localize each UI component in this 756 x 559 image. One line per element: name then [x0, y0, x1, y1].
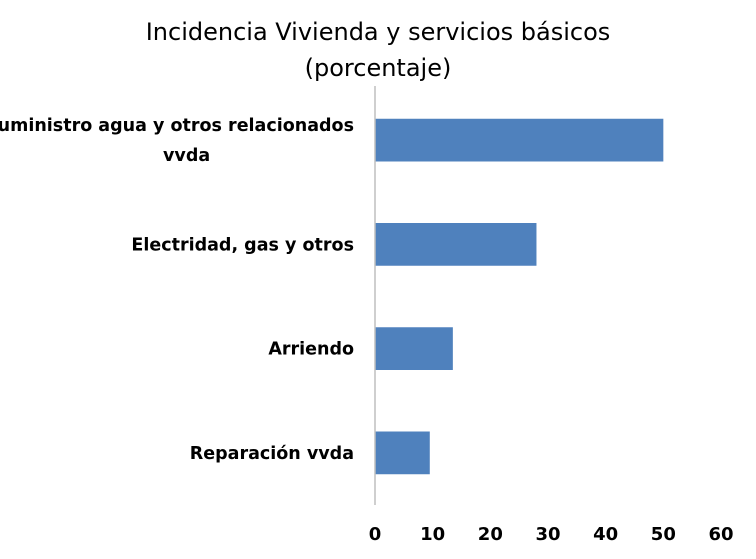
- category-label: Reparación vvda: [190, 444, 354, 464]
- bars-group: [375, 118, 664, 475]
- chart-title: Incidencia Vivienda y servicios básicos: [145, 18, 611, 46]
- bar: [375, 327, 453, 370]
- bar: [375, 431, 430, 475]
- x-tick-label: 60: [708, 524, 733, 545]
- bar: [375, 223, 537, 266]
- x-tick-label: 40: [593, 524, 618, 545]
- category-label: Electridad, gas y otros: [131, 235, 354, 255]
- category-label: Suministro agua y otros relacionados: [0, 116, 354, 136]
- bar: [375, 118, 664, 162]
- x-axis-tick-labels: 0 10 20 30 40 50 60: [369, 524, 734, 545]
- x-tick-label: 50: [651, 524, 676, 545]
- category-label: Arriendo: [268, 340, 354, 360]
- x-tick-label: 0: [369, 524, 382, 545]
- x-tick-label: 30: [535, 524, 560, 545]
- x-tick-label: 20: [478, 524, 503, 545]
- category-label: vvda: [163, 146, 210, 166]
- category-labels: Suministro agua y otros relacionados vvda…: [0, 116, 354, 464]
- x-tick-label: 10: [420, 524, 445, 545]
- chart-subtitle: (porcentaje): [304, 54, 452, 82]
